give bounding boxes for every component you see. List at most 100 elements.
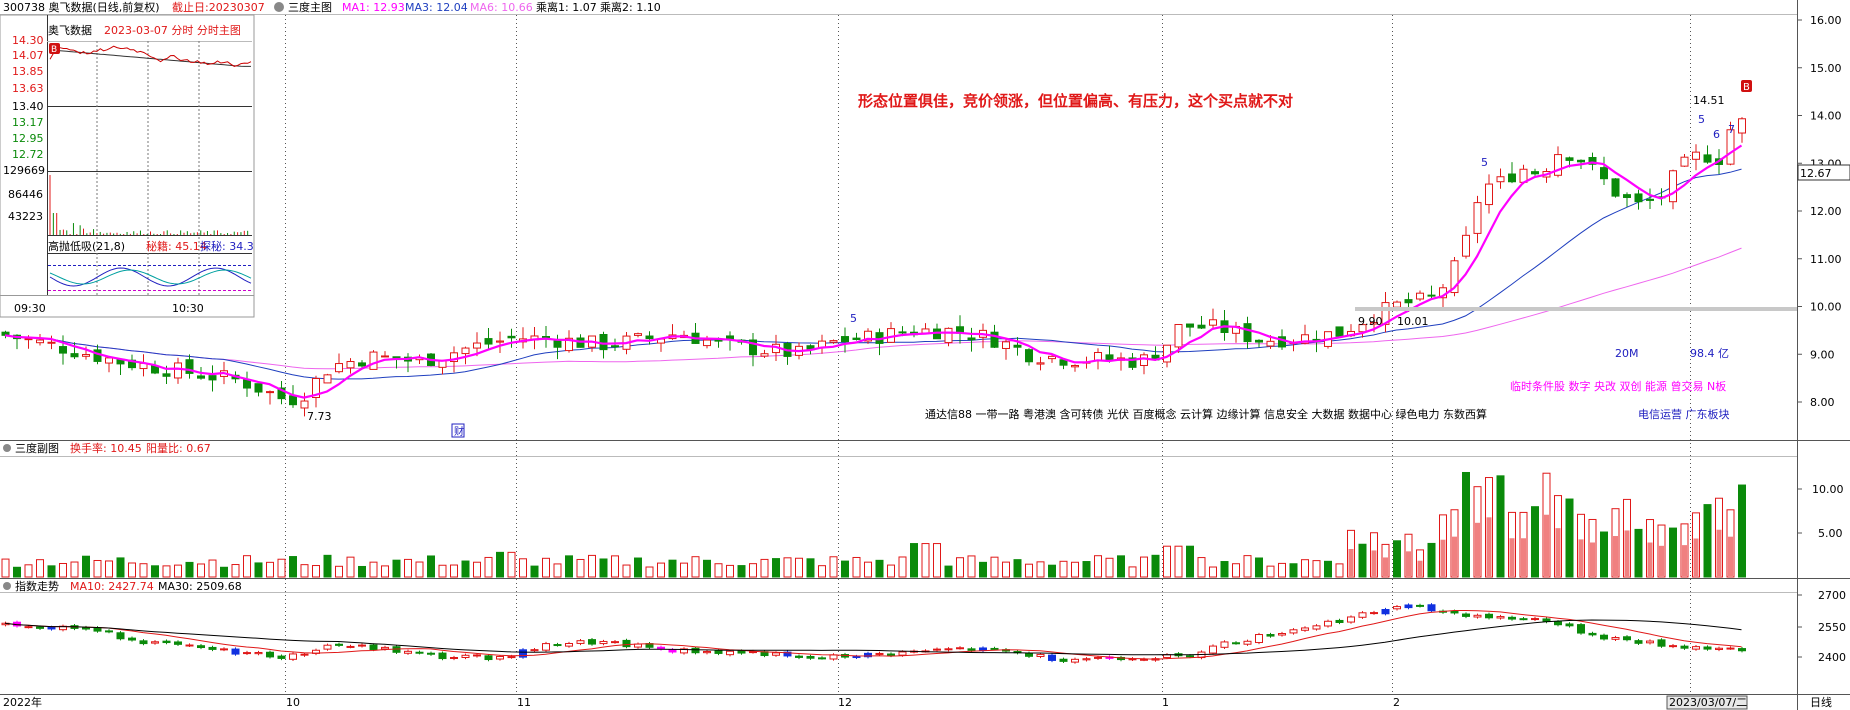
level-band [1355, 307, 1797, 311]
candle-body [898, 331, 907, 334]
turnover-bar [1117, 555, 1125, 578]
x-label-nov: 11 [517, 696, 531, 709]
turnover-bar [427, 555, 435, 578]
index-candle [599, 640, 608, 645]
inset-price-1: 14.07 [12, 49, 44, 62]
index-candle [1186, 655, 1194, 658]
turnover-bar [1174, 545, 1183, 578]
turnover-bar [1059, 560, 1068, 578]
index-candle [36, 626, 44, 629]
turnover-bar [254, 562, 263, 578]
turnover-bar [1266, 565, 1275, 578]
turnover-bar [1427, 542, 1436, 578]
level-a-label: 9.90 [1358, 315, 1383, 328]
candle-body [1335, 326, 1344, 337]
index-candle [381, 646, 389, 650]
index-candle [1312, 625, 1321, 630]
index-candle [254, 652, 263, 655]
index-candle [507, 656, 516, 659]
candle-body [967, 337, 976, 341]
candle-body [852, 337, 861, 340]
concept-tags: 通达信88 一带一路 粤港澳 含可转债 光伏 百度概念 云计算 边缘计算 信息安… [925, 407, 1487, 421]
turnover-bar [1197, 557, 1206, 578]
price-annotations: 7.73 9.90 10.01 14.51 5 5 5 6 7 B 财 20M … [307, 80, 1752, 438]
turnover-bar [185, 561, 194, 578]
sub1-label[interactable]: 三度副图 [15, 441, 59, 455]
candle-body [381, 355, 389, 358]
current-price-tag [1797, 164, 1850, 181]
turnover-bar [691, 556, 700, 578]
index-candle [496, 656, 504, 660]
candle-body [1002, 341, 1010, 349]
turnover-bar [197, 563, 205, 578]
index-candle [864, 652, 872, 658]
turnover-bar [1128, 566, 1137, 578]
turnover-bar [898, 556, 907, 578]
turnover-bar [1186, 545, 1194, 578]
index-candle [680, 648, 688, 654]
turnover-bar [473, 561, 481, 578]
settings-icon[interactable] [3, 444, 11, 452]
candle-body [174, 362, 182, 379]
buy-marker-icon [1741, 80, 1752, 92]
turnover-bar [588, 554, 596, 578]
index-candle [1404, 604, 1413, 609]
turnover-bar [381, 565, 389, 578]
index-candle [990, 647, 999, 650]
candle-body [1404, 299, 1413, 304]
index-candle [243, 652, 251, 655]
index-candle [1416, 604, 1424, 607]
index-candle [611, 641, 619, 644]
index-candle [1646, 640, 1654, 644]
candle-body [1623, 194, 1631, 198]
finance-icon[interactable]: 财 [454, 425, 464, 438]
price-tick: 14.00 [1810, 110, 1842, 123]
turnover-bar [553, 563, 562, 578]
turnover-bar [484, 556, 493, 578]
index-candle [1588, 632, 1597, 636]
candle-body [1255, 339, 1263, 343]
index-candle [714, 650, 723, 654]
turnover-bar [956, 557, 964, 578]
candle-body [496, 340, 504, 343]
turnover-bar [783, 557, 792, 578]
index-candle [1036, 653, 1045, 657]
settings-icon[interactable] [3, 582, 11, 590]
turnover-bar [243, 555, 251, 578]
index-candle [1726, 647, 1735, 650]
turnover-bar [703, 559, 711, 578]
candle-body [484, 338, 493, 345]
turnover-bar [1151, 554, 1160, 578]
index-candle [484, 655, 493, 661]
turnover-bar [1462, 471, 1470, 578]
inset-vol-2: 43223 [8, 210, 43, 223]
x-axis: 2022年 10 11 12 1 2 2023/03/07/二 日线 [3, 695, 1832, 710]
main-chart-label[interactable]: 三度主图 [288, 0, 332, 14]
sub2-label[interactable]: 指数走势 [15, 579, 59, 593]
index-candle [576, 640, 585, 644]
index-candle [622, 639, 631, 648]
period-label[interactable]: 日线 [1810, 695, 1832, 709]
index-candle [691, 647, 700, 654]
inset-price-0: 14.30 [12, 34, 44, 47]
index-candle [1600, 634, 1608, 640]
turnover-bar [1289, 563, 1298, 578]
count-label-a: 5 [850, 312, 857, 325]
count-label-b: 5 [1481, 156, 1488, 169]
candle-body [289, 395, 297, 406]
intraday-inset[interactable]: 奥飞数据 2023-03-07 分时 分时主图 B 14.30 14.07 13… [0, 14, 255, 318]
turnover-bar [772, 558, 780, 578]
turnover-bar [1496, 475, 1505, 578]
settings-icon[interactable] [274, 2, 284, 12]
candle-body [1243, 323, 1252, 343]
candle-body [1186, 323, 1194, 328]
turnover-bar [1232, 563, 1240, 578]
candle-body [82, 354, 90, 357]
price-tick: 16.00 [1810, 14, 1842, 27]
sub-axes: 10.00 5.00 2700 2550 2400 [1797, 483, 1846, 664]
index-candle [1163, 654, 1171, 659]
candle-body [645, 335, 654, 340]
index-candle [1094, 656, 1102, 659]
index-candle [93, 627, 102, 632]
index-candle [82, 627, 90, 630]
